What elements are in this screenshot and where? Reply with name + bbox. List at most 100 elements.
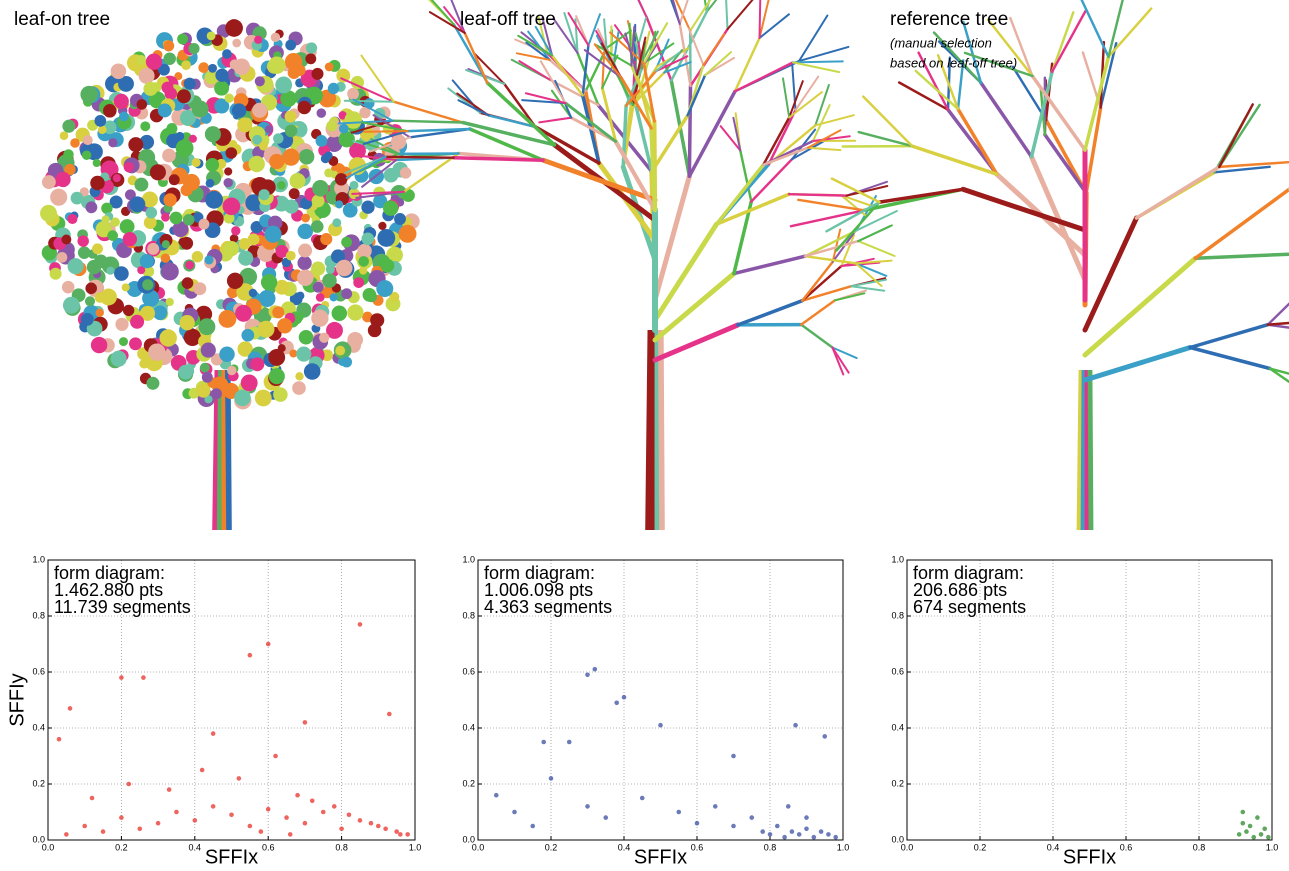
foliage xyxy=(192,251,203,262)
foliage xyxy=(297,224,313,240)
foliage xyxy=(241,118,252,129)
y-tick-label: 0.2 xyxy=(891,778,904,788)
branch xyxy=(680,24,691,86)
foliage xyxy=(312,180,329,197)
foliage xyxy=(95,292,106,303)
foliage xyxy=(361,232,374,245)
foliage xyxy=(136,99,147,110)
foliage xyxy=(166,123,177,134)
y-tick-label: 0.0 xyxy=(462,834,475,844)
branch xyxy=(847,186,888,196)
foliage xyxy=(316,135,328,147)
foliage xyxy=(259,142,268,151)
branch xyxy=(963,189,1085,230)
foliage xyxy=(153,306,168,321)
foliage xyxy=(285,125,298,138)
foliage xyxy=(67,214,77,224)
foliage xyxy=(381,259,395,273)
y-tick-label: 0.0 xyxy=(891,834,904,844)
branch xyxy=(851,286,884,291)
branch xyxy=(345,101,394,102)
foliage xyxy=(241,374,258,391)
foliage xyxy=(264,226,281,243)
foliage xyxy=(85,296,95,306)
foliage xyxy=(183,214,194,225)
foliage xyxy=(63,149,73,159)
foliage xyxy=(299,330,314,345)
y-tick-label: 0.4 xyxy=(462,722,475,732)
point xyxy=(775,824,780,829)
foliage xyxy=(192,101,209,118)
foliage xyxy=(330,293,338,301)
foliage xyxy=(227,366,237,376)
foliage xyxy=(306,42,317,53)
x-tick-label: 0.4 xyxy=(189,842,202,852)
trunk xyxy=(1090,370,1091,530)
foliage xyxy=(129,337,142,350)
foliage xyxy=(82,150,91,159)
foliage xyxy=(161,253,170,262)
y-tick-label: 0.2 xyxy=(32,778,45,788)
point xyxy=(760,829,765,834)
foliage xyxy=(248,233,260,245)
foliage xyxy=(295,312,304,321)
y-tick-label: 0.0 xyxy=(32,834,45,844)
foliage xyxy=(305,53,316,64)
foliage xyxy=(326,265,335,274)
branch xyxy=(535,127,599,163)
point xyxy=(749,815,754,820)
point xyxy=(101,829,106,834)
foliage xyxy=(101,203,112,214)
foliage xyxy=(139,68,155,84)
foliage xyxy=(311,262,325,276)
x-tick-label: 0.2 xyxy=(545,842,558,852)
foliage xyxy=(311,310,328,327)
branch xyxy=(791,210,864,226)
foliage xyxy=(90,176,105,191)
point xyxy=(731,824,736,829)
point xyxy=(593,667,598,672)
panel-subtitle: (manual selection xyxy=(890,35,992,50)
foliage xyxy=(232,39,241,48)
foliage xyxy=(223,178,232,187)
y-tick-label: 0.8 xyxy=(462,610,475,620)
foliage xyxy=(249,289,257,297)
branch xyxy=(760,0,761,38)
y-tick-label: 1.0 xyxy=(891,554,904,564)
branch xyxy=(789,194,847,195)
foliage xyxy=(114,266,129,281)
point xyxy=(383,827,388,832)
y-tick-label: 0.4 xyxy=(891,722,904,732)
point xyxy=(1241,821,1246,826)
foliage xyxy=(207,31,216,40)
point xyxy=(211,804,216,809)
foliage xyxy=(332,218,341,227)
foliage xyxy=(106,267,114,275)
foliage xyxy=(265,125,273,133)
foliage xyxy=(81,313,94,326)
foliage xyxy=(71,192,84,205)
foliage xyxy=(192,158,201,167)
branch xyxy=(1085,218,1137,330)
branch xyxy=(856,263,887,276)
foliage xyxy=(68,258,84,274)
foliage xyxy=(119,337,128,346)
foliage xyxy=(204,255,213,264)
foliage xyxy=(163,40,174,51)
foliage xyxy=(140,121,150,131)
branch xyxy=(879,189,963,202)
foliage xyxy=(128,137,143,152)
foliage xyxy=(161,213,170,222)
foliage xyxy=(136,55,146,65)
branch xyxy=(1268,281,1289,325)
foliage xyxy=(219,347,234,362)
branch xyxy=(655,176,689,300)
foliage xyxy=(290,173,306,189)
point xyxy=(1248,824,1253,829)
foliage xyxy=(296,347,311,362)
tree-illustrations xyxy=(40,0,1289,530)
foliage xyxy=(178,365,193,380)
x-tick-label: 0.6 xyxy=(691,842,704,852)
foliage xyxy=(119,112,129,122)
branch xyxy=(835,293,864,300)
